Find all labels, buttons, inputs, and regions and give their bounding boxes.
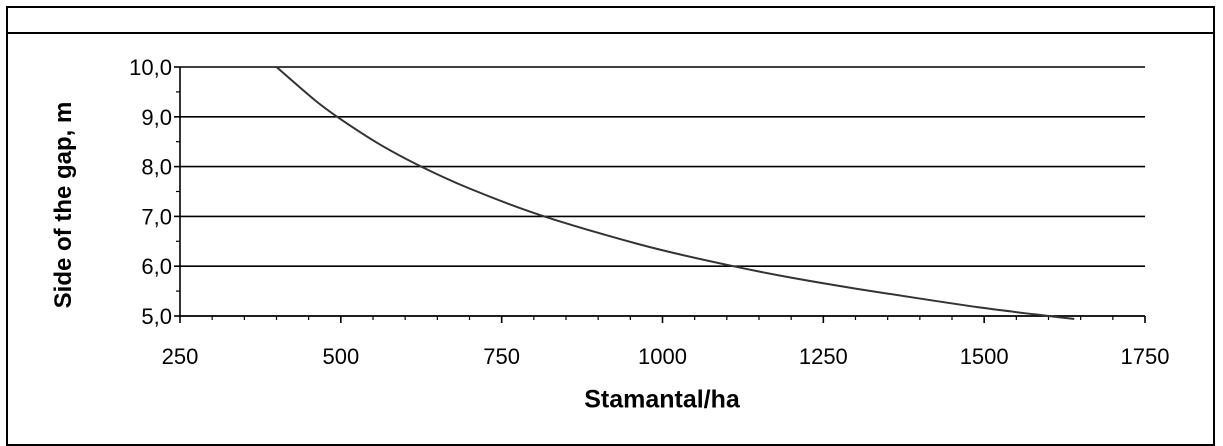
y-tick-label-5: 10,0	[129, 55, 172, 80]
y-tick-label-1: 6,0	[141, 254, 172, 279]
x-tick-label-2: 750	[483, 344, 520, 369]
x-tick-label-6: 1750	[1121, 344, 1170, 369]
x-tick-label-5: 1500	[960, 344, 1009, 369]
axes	[179, 67, 1145, 317]
series-group	[275, 66, 1075, 320]
y-tick-label-4: 9,0	[141, 105, 172, 130]
frame-top-divider	[6, 32, 1215, 34]
x-axis-ticks: 250 500 750 1000 1250 1500 1750	[162, 316, 1170, 369]
series-line-0	[275, 66, 1075, 320]
x-axis-label: Stamantal/ha	[584, 385, 740, 414]
x-tick-label-1: 500	[322, 344, 359, 369]
y-axis-ticks: 5,0 6,0 7,0 8,0 9,0 10,0	[129, 55, 180, 329]
y-tick-label-0: 5,0	[141, 304, 172, 329]
x-tick-label-4: 1250	[799, 344, 848, 369]
gridlines	[180, 66, 1145, 317]
x-tick-label-3: 1000	[638, 344, 687, 369]
y-tick-label-2: 7,0	[141, 204, 172, 229]
y-tick-label-3: 8,0	[141, 155, 172, 180]
line-chart: 250 500 750 1000 1250 1500 1750 5,0 6,0 7,0 8,0 9,…	[129, 55, 1170, 369]
y-axis-label: Side of the gap, m	[50, 101, 77, 309]
x-tick-label-0: 250	[162, 344, 199, 369]
